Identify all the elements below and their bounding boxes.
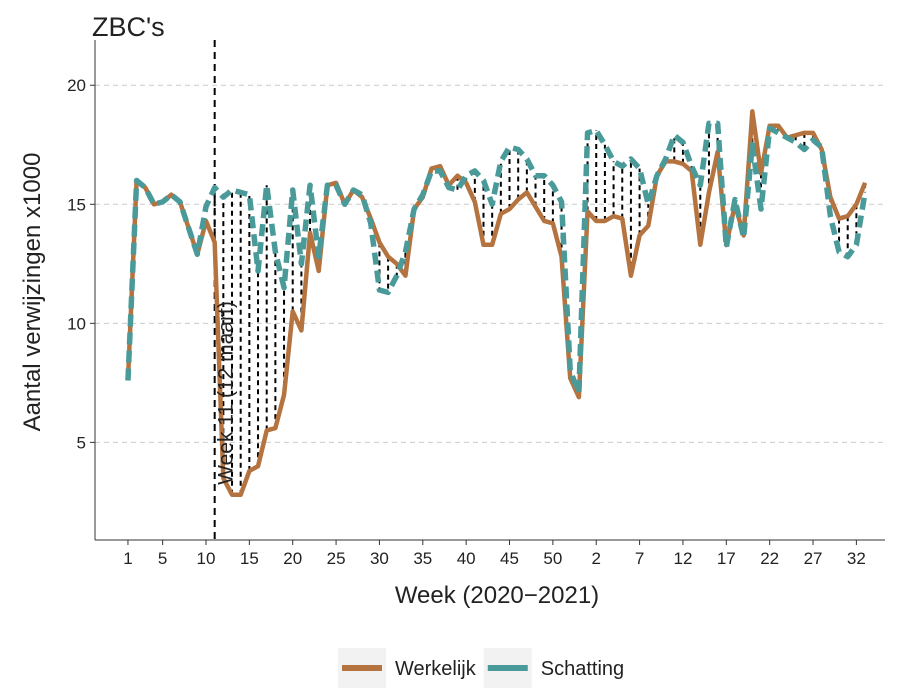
x-tick-label: 1 (123, 549, 132, 568)
x-tick-label: 7 (635, 549, 644, 568)
x-tick-label: 45 (500, 549, 519, 568)
annotation: Week 11 (12 maart) (215, 301, 238, 485)
series-line (125, 120, 868, 396)
y-tick-label: 15 (67, 195, 86, 214)
chart-title: ZBC's (92, 12, 165, 42)
x-tick-label: 30 (370, 549, 389, 568)
x-tick-label: 15 (240, 549, 259, 568)
x-tick-label: 20 (283, 549, 302, 568)
legend-label: Werkelijk (395, 658, 477, 680)
x-tick-label: 17 (717, 549, 736, 568)
x-tick-label: 2 (591, 549, 600, 568)
y-tick-label: 10 (67, 314, 86, 333)
x-tick-label: 32 (847, 549, 866, 568)
x-tick-label: 12 (673, 549, 692, 568)
x-tick-label: 40 (457, 549, 476, 568)
x-tick-label: 50 (543, 549, 562, 568)
y-tick-label: 20 (67, 76, 86, 95)
x-axis-label: Week (2020−2021) (395, 582, 599, 609)
y-tick-label: 5 (77, 433, 86, 452)
y-axis-label: Aantal verwijzingen x1000 (19, 153, 46, 432)
x-tick-label: 25 (327, 549, 346, 568)
x-tick-label: 5 (158, 549, 167, 568)
legend: Werkelijk Schatting (338, 648, 624, 688)
x-tick-label: 27 (804, 549, 823, 568)
legend-label: Schatting (541, 658, 624, 680)
x-tick-label: 35 (413, 549, 432, 568)
x-tick-label: 10 (197, 549, 216, 568)
x-tick-label: 22 (760, 549, 779, 568)
